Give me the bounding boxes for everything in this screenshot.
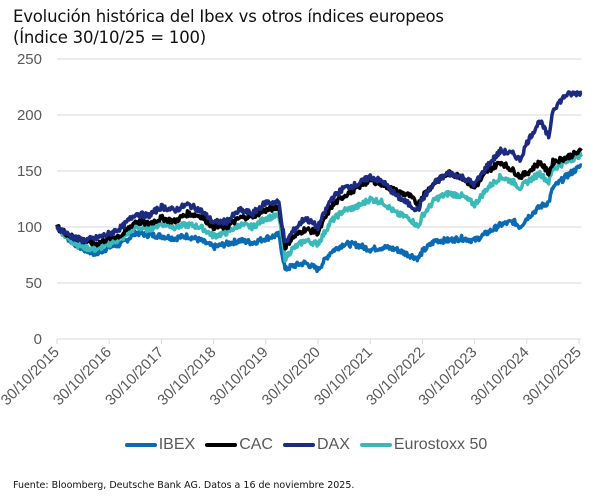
- legend-label: IBEX: [158, 436, 196, 453]
- chart-title: Evolución histórica del Ibex vs otros ín…: [13, 6, 444, 48]
- y-tick-label: 200: [17, 107, 42, 124]
- y-tick-label: 100: [17, 219, 42, 236]
- series-line-ibex: [56, 163, 583, 274]
- source-note: Fuente: Bloomberg, Deutsche Bank AG. Dat…: [13, 480, 355, 491]
- y-tick-label: 150: [17, 163, 42, 180]
- legend-item: IBEX: [124, 436, 196, 454]
- series-line-eurostoxx-50: [55, 150, 584, 263]
- title-line-2: (Índice 30/10/25 = 100): [13, 28, 207, 47]
- y-tick-label: 250: [17, 51, 42, 68]
- legend-label: CAC: [239, 436, 273, 453]
- legend: IBEX CAC DAX Eurostoxx 50: [0, 436, 612, 454]
- y-axis-ticks: 0 50 100 150 200 250: [17, 51, 42, 348]
- legend-item: Eurostoxx 50: [359, 436, 488, 454]
- series-lines: [55, 90, 584, 274]
- legend-item: CAC: [205, 436, 273, 454]
- title-line-1: Evolución histórica del Ibex vs otros ín…: [13, 7, 444, 26]
- y-tick-label: 50: [25, 275, 42, 292]
- legend-swatch: [359, 443, 392, 447]
- legend-label: DAX: [316, 436, 350, 453]
- legend-swatch: [205, 443, 238, 447]
- gridlines: [57, 58, 581, 340]
- series-line-dax: [55, 90, 583, 245]
- legend-label: Eurostoxx 50: [393, 436, 488, 453]
- y-tick-label: 0: [34, 331, 42, 348]
- legend-swatch: [282, 443, 315, 447]
- line-chart: 0 50 100 150 200 250 30/10/201530/10/201630/1…: [0, 51, 585, 409]
- x-axis: 30/10/201530/10/201630/10/201730/10/2018…: [0, 339, 585, 409]
- legend-swatch: [124, 443, 157, 447]
- legend-item: DAX: [282, 436, 350, 454]
